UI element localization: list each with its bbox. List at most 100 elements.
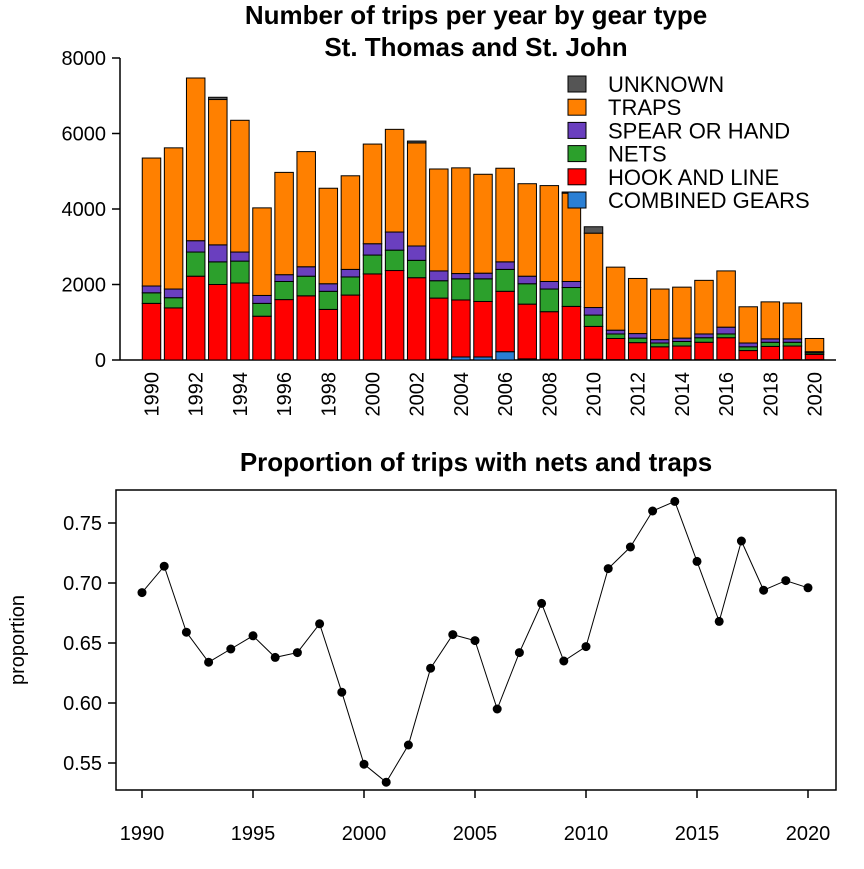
bar-segment [761, 302, 780, 339]
bar-segment [231, 120, 250, 252]
bar-segment [695, 280, 714, 334]
legend-label: NETS [608, 142, 667, 167]
line-chart-title: Proportion of trips with nets and traps [240, 447, 712, 477]
proportion-point [226, 645, 235, 654]
line-chart-x-tick-label: 2020 [786, 823, 831, 845]
bar-segment [363, 144, 382, 244]
proportion-point [337, 688, 346, 697]
legend-swatch [568, 169, 586, 185]
proportion-point [670, 497, 679, 506]
line-chart-y-tick-label: 0.70 [63, 573, 102, 595]
legend-swatch [568, 99, 586, 115]
bar-segment [562, 306, 581, 359]
bar-segment [142, 293, 161, 304]
bar-chart-x-tick-label: 1994 [230, 372, 252, 417]
bar-segment [651, 340, 670, 343]
bar-segment [430, 169, 449, 271]
proportion-point [249, 631, 258, 640]
bar-chart-x-tick-label: 2000 [363, 372, 385, 417]
proportion-point [404, 741, 413, 750]
bar-segment [231, 283, 250, 360]
bar-segment [297, 296, 316, 360]
proportion-point [204, 658, 213, 667]
bar-chart-y-tick-label: 6000 [62, 124, 107, 146]
bar-segment [474, 279, 493, 302]
proportion-point [759, 586, 768, 595]
bar-segment [407, 260, 426, 277]
bar-segment [253, 208, 272, 296]
bar-segment [761, 342, 780, 346]
bar-segment [164, 289, 183, 298]
bar-segment [783, 346, 802, 360]
bar-chart-x-tick-label: 2008 [539, 372, 561, 417]
bar-chart-x-tick-label: 1996 [274, 372, 296, 417]
bar-segment [717, 271, 736, 327]
bar-chart-x-tick-label: 2016 [716, 372, 738, 417]
bar-segment [142, 286, 161, 293]
bar-segment [319, 309, 338, 360]
legend-label: UNKNOWN [608, 72, 724, 97]
bar-segment [341, 277, 360, 295]
bar-segment [253, 316, 272, 360]
bar-segment [584, 326, 603, 359]
bar-chart-x-tick-label: 1992 [186, 372, 208, 417]
bar-segment [407, 141, 426, 143]
line-chart-y-tick-label: 0.55 [63, 753, 102, 775]
bar-segment [385, 129, 404, 232]
bar-segment [319, 291, 338, 309]
bar-segment [540, 312, 559, 360]
bar-segment [695, 334, 714, 338]
proportion-point [382, 778, 391, 787]
bar-segment [430, 271, 449, 281]
line-chart-y-axis-label: proportion [7, 595, 29, 685]
bar-segment [142, 303, 161, 360]
proportion-point [648, 507, 657, 516]
bar-segment [739, 343, 758, 347]
bar-segment [673, 342, 692, 347]
bar-chart-x-tick-label: 2012 [628, 372, 650, 417]
bar-segment [584, 315, 603, 326]
bar-segment [186, 276, 205, 360]
bar-segment [297, 152, 316, 267]
bar-segment [385, 232, 404, 250]
line-chart-x-tick-label: 1995 [231, 823, 276, 845]
bar-chart-y-tick-label: 8000 [62, 48, 107, 70]
bar-segment [275, 300, 294, 360]
bar-segment [209, 262, 228, 285]
bar-segment [275, 172, 294, 274]
legend-swatch [568, 122, 586, 138]
bar-segment [695, 342, 714, 359]
bar-segment [231, 261, 250, 283]
bar-segment [474, 273, 493, 279]
bar-segment [407, 246, 426, 260]
proportion-point [537, 599, 546, 608]
line-chart-x-tick-label: 2005 [453, 823, 498, 845]
proportion-point [471, 636, 480, 645]
bar-segment [783, 339, 802, 342]
bar-chart-x-tick-label: 2002 [407, 372, 429, 417]
bar-segment [209, 100, 228, 245]
bar-segment [474, 174, 493, 273]
bar-segment [186, 252, 205, 276]
bar-segment [385, 250, 404, 270]
legend-swatch [568, 192, 586, 208]
bar-chart-x-tick-label: 2018 [760, 372, 782, 417]
proportion-point [271, 653, 280, 662]
bar-segment [164, 308, 183, 360]
bar-segment [783, 303, 802, 339]
bar-segment [628, 343, 647, 360]
bar-segment [717, 334, 736, 338]
proportion-point [426, 664, 435, 673]
bar-segment [540, 186, 559, 282]
legend-label: TRAPS [608, 95, 681, 120]
bar-chart-x-tick-label: 1990 [142, 372, 164, 417]
bar-chart-x-tick-label: 1998 [318, 372, 340, 417]
bar-segment [805, 354, 824, 359]
bar-segment [164, 298, 183, 308]
bar-segment [209, 97, 228, 99]
proportion-point [626, 543, 635, 552]
bar-segment [783, 342, 802, 346]
bar-segment [341, 176, 360, 270]
